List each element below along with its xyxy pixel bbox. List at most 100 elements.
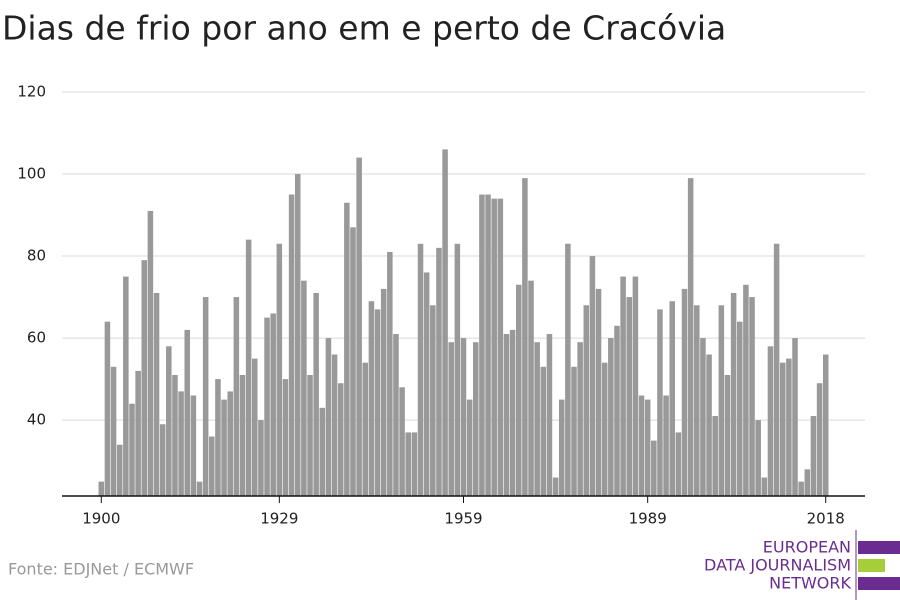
chart-title: Dias de frio por ano em e perto de Cracó…: [2, 9, 726, 48]
bar: [196, 481, 203, 496]
bar: [374, 309, 381, 496]
bar: [736, 321, 743, 496]
bar: [601, 362, 608, 496]
bar: [301, 280, 307, 496]
logo-text: NETWORK: [769, 574, 851, 593]
bar: [675, 432, 682, 496]
bar: [98, 481, 105, 496]
bar: [393, 333, 399, 496]
bar: [583, 305, 590, 496]
bar: [687, 178, 694, 497]
bar: [252, 358, 258, 496]
bar: [399, 387, 405, 496]
bar: [503, 333, 510, 496]
bar: [614, 325, 620, 496]
bar: [460, 338, 467, 496]
bar: [712, 416, 718, 496]
bar: [337, 383, 344, 496]
bar: [258, 420, 264, 496]
bar: [135, 370, 141, 496]
bar: [129, 403, 135, 496]
bar: [485, 194, 491, 496]
bar: [755, 420, 761, 496]
bar: [423, 272, 430, 496]
bar: [724, 375, 731, 496]
bar: [798, 481, 804, 496]
bar: [209, 436, 215, 496]
bar: [491, 198, 497, 496]
bar: [380, 288, 387, 496]
bar: [116, 444, 123, 496]
logo-text: DATA JOURNALISM: [704, 556, 851, 575]
bar: [344, 202, 350, 496]
bar: [534, 342, 540, 496]
x-tick-label: 1989: [629, 510, 667, 528]
y-tick-label: 60: [27, 329, 46, 347]
bar: [166, 346, 172, 496]
y-tick-label: 40: [27, 411, 46, 429]
bar: [694, 305, 700, 496]
bar: [479, 194, 485, 496]
logo-text: EUROPEAN: [763, 538, 851, 557]
bar: [178, 391, 184, 496]
bar: [356, 157, 362, 496]
bar: [767, 346, 774, 496]
bar: [331, 354, 338, 496]
y-tick-label: 100: [17, 165, 46, 183]
bar: [718, 305, 725, 496]
bar: [522, 178, 528, 497]
bar: [773, 243, 780, 496]
bar: [706, 354, 712, 496]
bar: [626, 297, 633, 496]
bar: [172, 375, 178, 496]
x-tick-label: 1959: [444, 510, 482, 528]
x-tick-label: 1900: [82, 510, 120, 528]
bar: [552, 477, 559, 496]
bar: [816, 383, 823, 496]
bar: [245, 239, 252, 496]
bar: [387, 251, 393, 496]
bar: [589, 256, 596, 496]
bar: [497, 198, 504, 496]
bar: [110, 366, 117, 496]
bar: [700, 338, 706, 496]
bar: [669, 301, 675, 496]
bar: [743, 284, 749, 496]
bar: [264, 317, 270, 496]
bar: [282, 379, 289, 496]
logo-bar: [858, 541, 900, 554]
bar: [227, 391, 233, 496]
bar: [644, 399, 651, 496]
bar: [147, 210, 154, 497]
bar: [632, 276, 639, 496]
bar: [215, 379, 221, 496]
bar: [786, 358, 792, 496]
bar: [448, 342, 454, 496]
bar: [546, 333, 553, 496]
y-tick-label: 80: [27, 247, 46, 265]
bar: [430, 305, 436, 496]
bar: [466, 399, 473, 496]
bar: [233, 297, 240, 496]
bar: [540, 366, 547, 496]
bar: [651, 440, 657, 496]
bar: [749, 297, 755, 496]
bar: [792, 338, 798, 496]
bar: [473, 342, 479, 496]
bar: [822, 354, 829, 496]
bar: [509, 329, 516, 496]
bar: [515, 284, 522, 496]
bar: [368, 301, 375, 496]
bar: [104, 321, 111, 496]
bar: [294, 174, 301, 496]
bar: [528, 280, 534, 496]
bar: [411, 432, 418, 496]
bar: [153, 292, 160, 496]
bar: [577, 342, 583, 496]
bar: [442, 149, 448, 496]
bar: [190, 395, 197, 496]
bar: [123, 276, 129, 496]
bar: [681, 288, 688, 496]
bar: [454, 243, 461, 496]
